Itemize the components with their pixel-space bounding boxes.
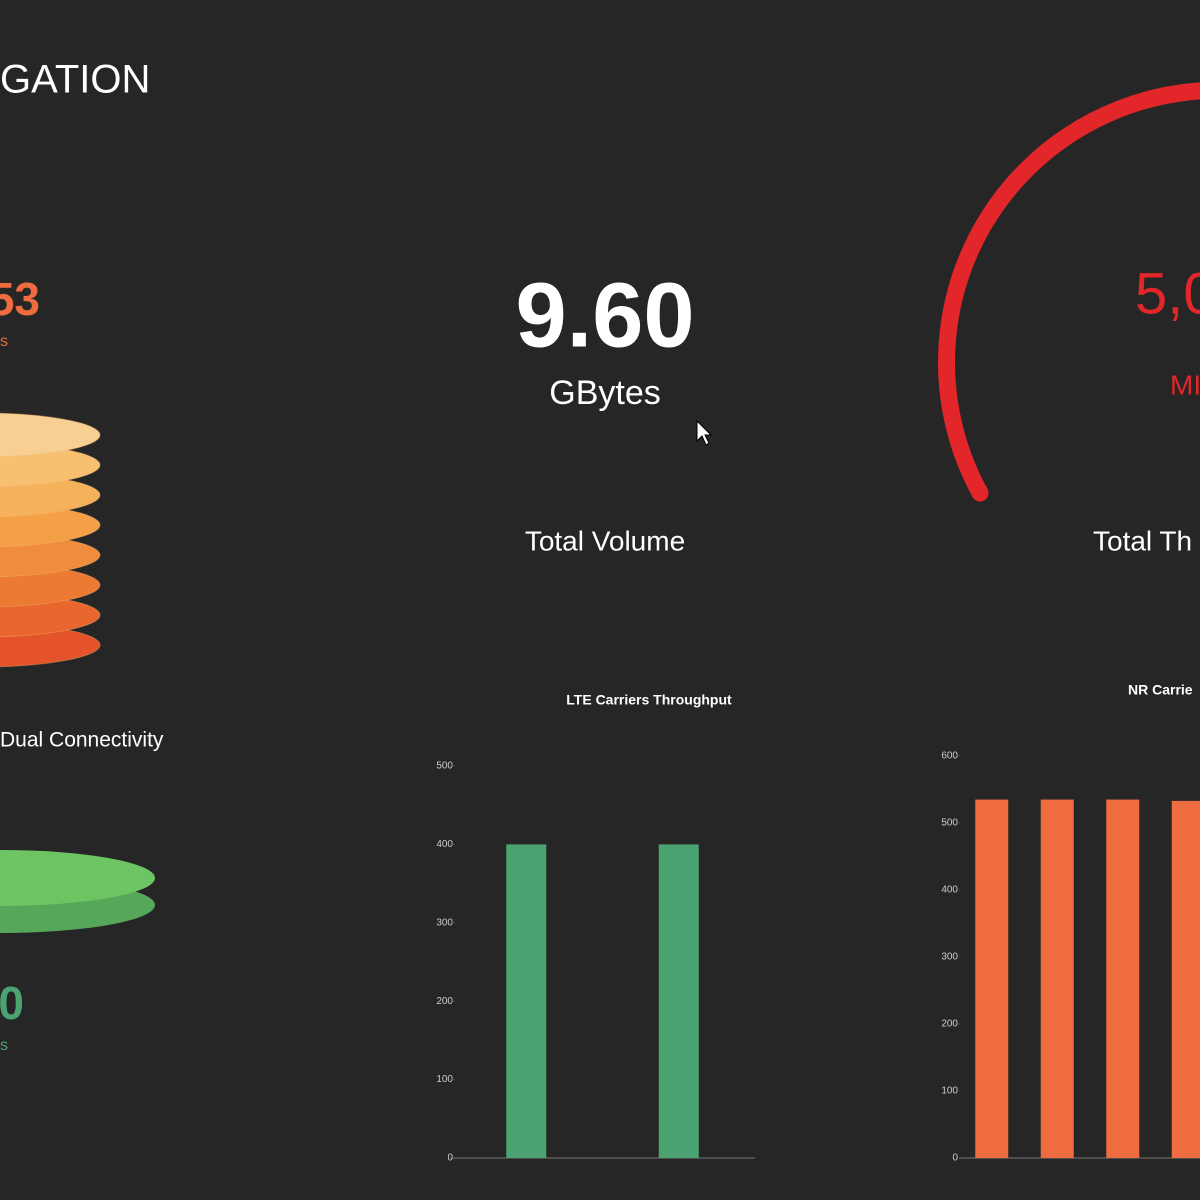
bar	[975, 799, 1009, 1158]
y-tick-label: 100	[941, 1086, 958, 1097]
kpi-value: 5,0	[1135, 261, 1200, 326]
y-tick-label: 400	[941, 885, 958, 896]
kpi-value: 0	[0, 977, 24, 1029]
y-tick-label: 200	[941, 1019, 958, 1030]
layer-stack	[0, 412, 101, 668]
kpi-unit: s	[0, 333, 8, 350]
y-tick-label: 400	[436, 839, 453, 850]
y-tick-label: 500	[941, 818, 958, 829]
bar	[658, 844, 699, 1158]
bar	[1106, 799, 1140, 1158]
kpi-unit: s	[0, 1037, 8, 1054]
panel-label: Dual Connectivity	[0, 729, 164, 752]
bar	[506, 844, 547, 1158]
kpi-unit: GBytes	[549, 374, 660, 412]
panel-label: Total Th	[1093, 525, 1192, 556]
gauge-arc	[938, 82, 1200, 502]
y-tick-label: 0	[952, 1153, 958, 1164]
panel-label: Total Volume	[525, 525, 685, 556]
layer	[0, 412, 101, 458]
bar	[1040, 799, 1074, 1158]
y-tick-label: 500	[436, 761, 453, 772]
layer	[0, 850, 155, 906]
y-tick-label: 100	[436, 1074, 453, 1085]
kpi-value: 53	[0, 273, 40, 325]
y-tick-label: 600	[941, 751, 958, 762]
mouse-cursor	[696, 419, 713, 446]
y-tick-label: 300	[941, 952, 958, 963]
kpi-unit: MI	[1170, 369, 1200, 400]
y-tick-label: 300	[436, 917, 453, 928]
page-title: GATION	[0, 58, 150, 102]
y-tick-label: 200	[436, 996, 453, 1007]
kpi-value: 9.60	[515, 264, 694, 366]
chart-title: NR Carrie	[1128, 682, 1193, 698]
bar	[1171, 800, 1200, 1158]
chart-title: LTE Carriers Throughput	[566, 692, 732, 708]
